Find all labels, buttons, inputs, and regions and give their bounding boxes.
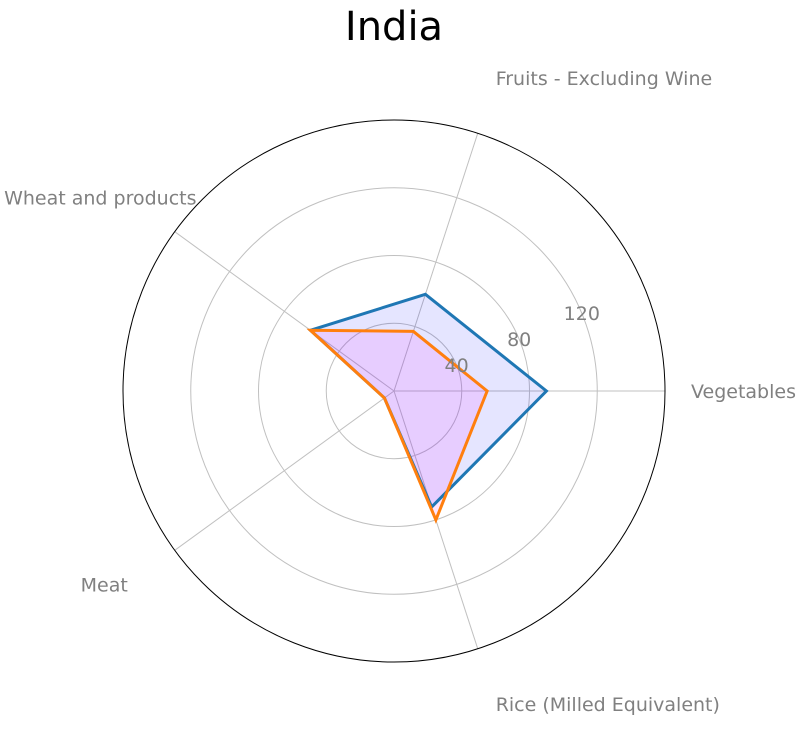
category-label-1: Fruits - Excluding Wine <box>496 68 713 90</box>
outer-ring <box>122 119 666 663</box>
series-1-area <box>310 330 488 520</box>
spoke-3 <box>174 390 395 551</box>
category-label-2: Wheat and products <box>4 188 196 210</box>
series-1-line <box>306 328 489 524</box>
radial-tick-labels: 40 80 120 <box>445 303 600 377</box>
r-tick-label-80: 80 <box>507 329 531 351</box>
category-labels: Vegetables Fruits - Excluding Wine Wheat a… <box>4 68 796 716</box>
chart-title: India <box>345 4 443 50</box>
series-0-area <box>310 294 547 507</box>
radar-series <box>306 292 549 524</box>
spoke-1 <box>393 133 479 392</box>
r-tick-label-40: 40 <box>445 355 469 377</box>
category-label-0: Vegetables <box>691 381 796 403</box>
spoke-2 <box>174 231 395 392</box>
r-tick-label-120: 120 <box>564 303 600 325</box>
category-label-3: Meat <box>81 574 128 596</box>
category-label-4: Rice (Milled Equivalent) <box>496 694 720 716</box>
